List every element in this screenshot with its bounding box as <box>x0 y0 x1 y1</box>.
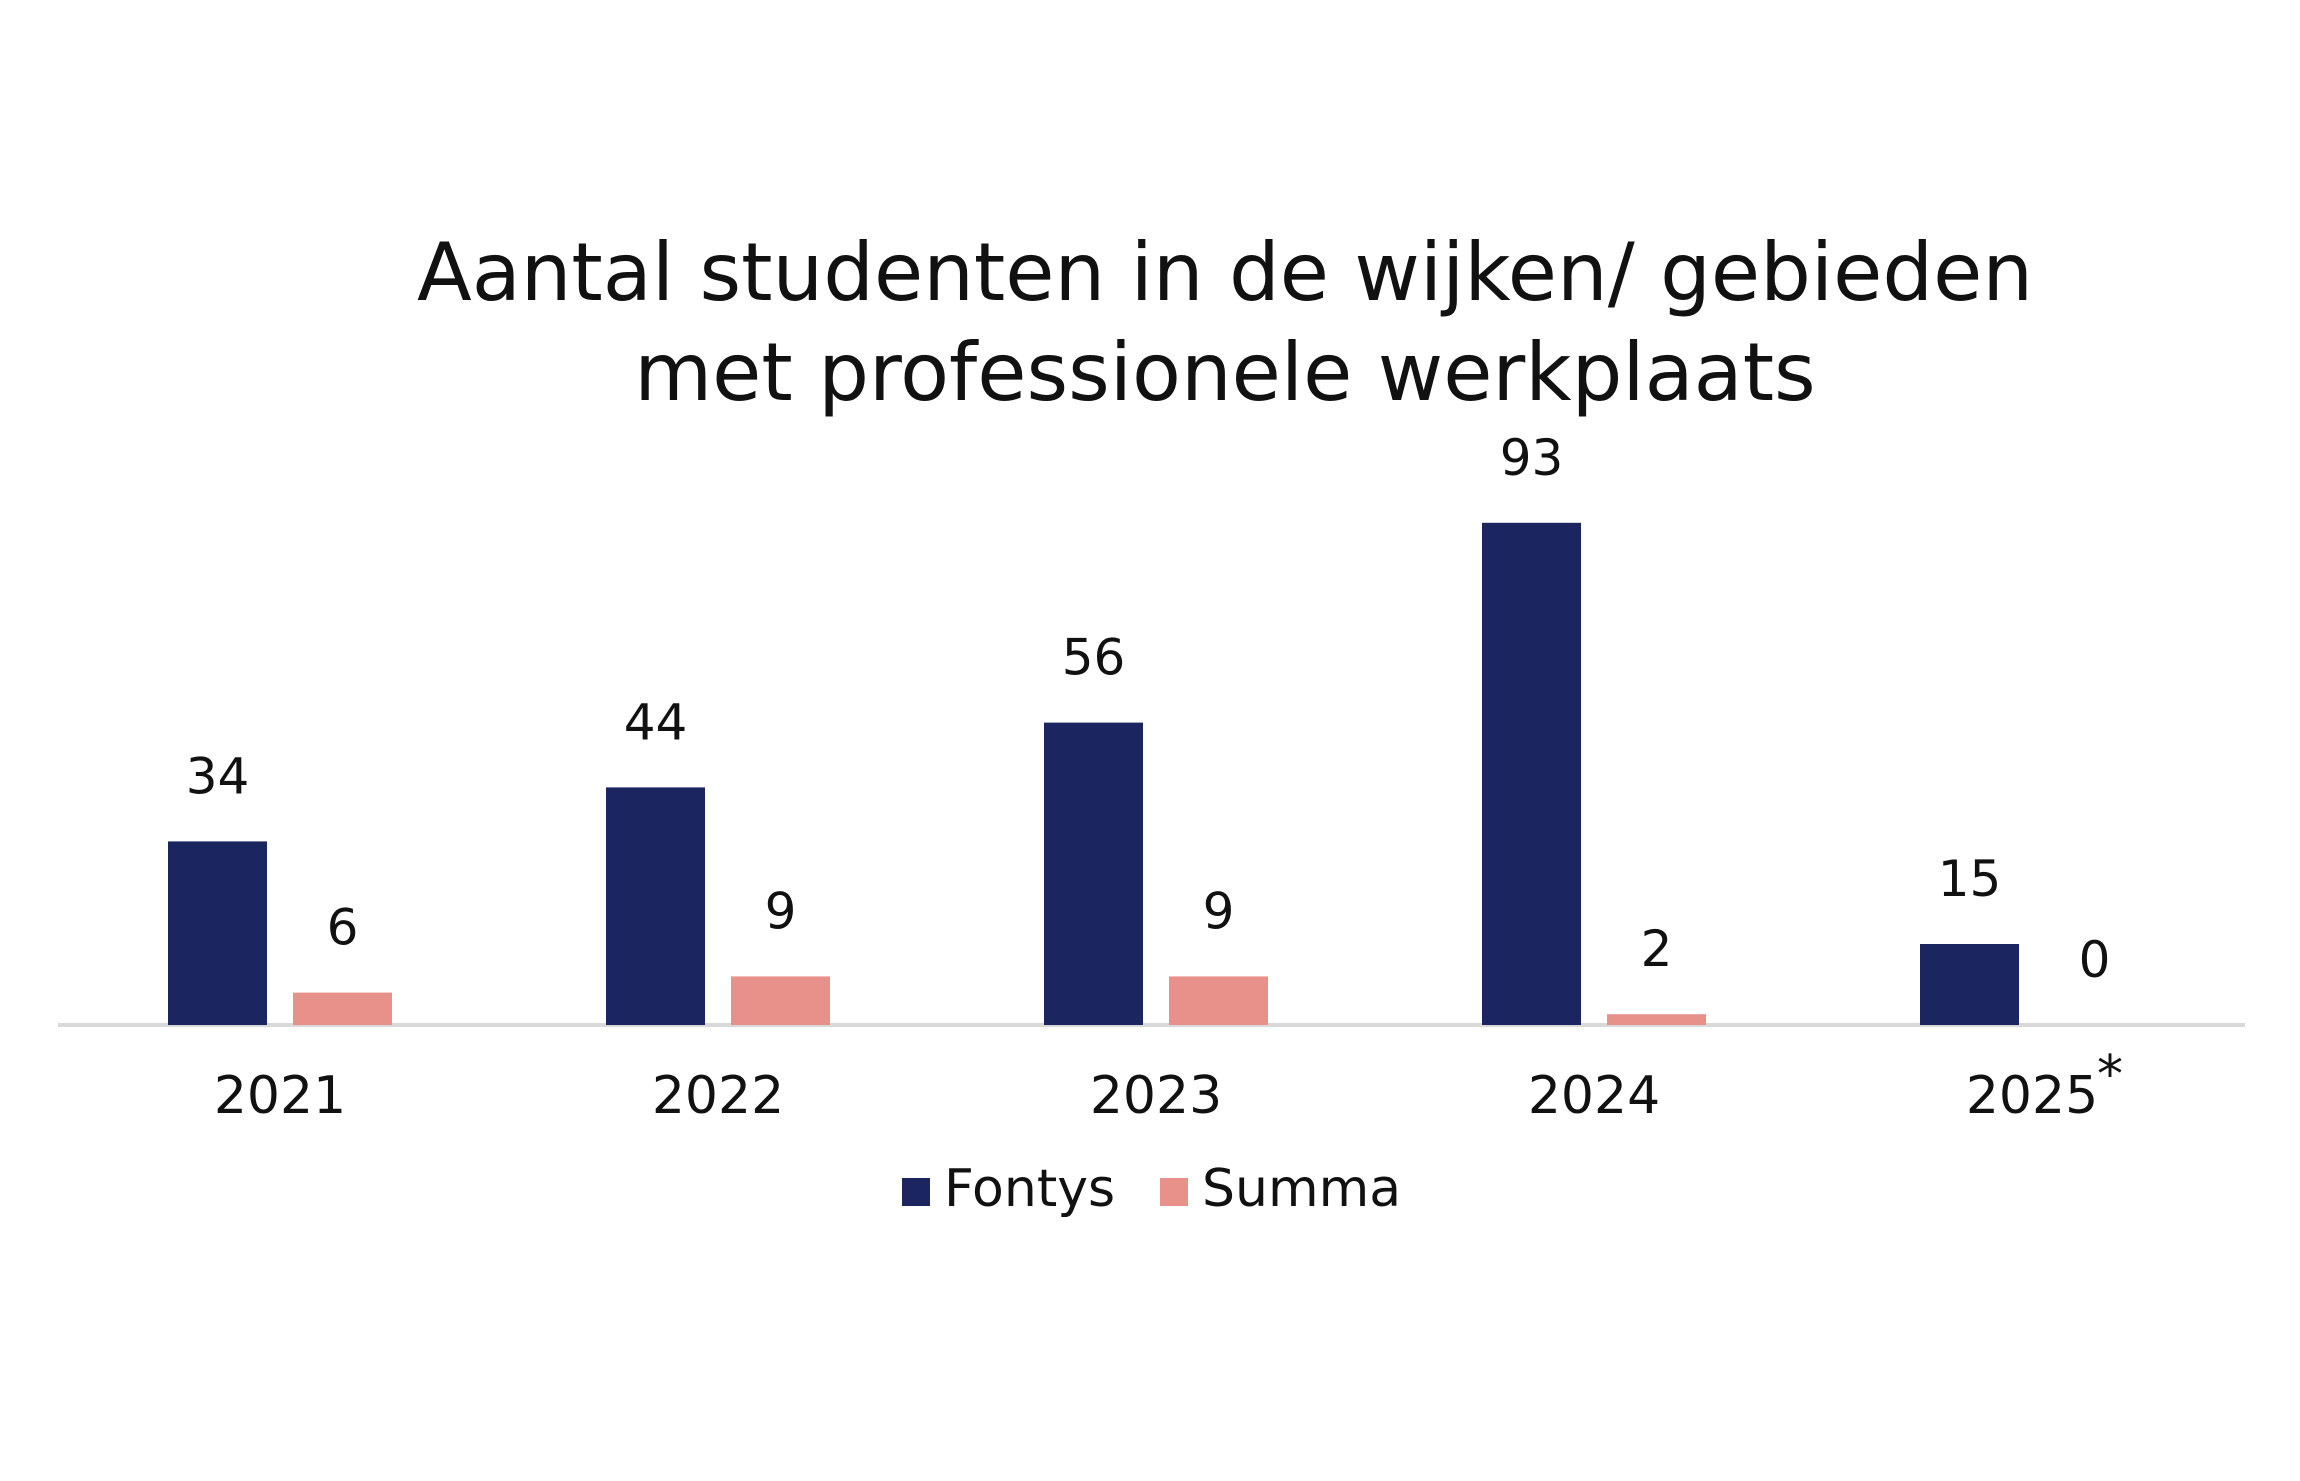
legend-swatch-fontys <box>902 1178 930 1206</box>
x-tick-note-2025: * <box>2097 1045 2123 1105</box>
data-label-fontys-2021: 34 <box>186 747 250 805</box>
bar-fontys-2021 <box>168 841 267 1025</box>
data-label-fontys-2024: 93 <box>1500 429 1564 487</box>
data-label-summa-2025: 0 <box>2079 931 2111 989</box>
data-label-summa-2024: 2 <box>1641 920 1673 978</box>
x-tick-label-2021: 2021 <box>214 1066 346 1126</box>
x-tick-label-2022: 2022 <box>652 1066 784 1126</box>
legend: Fontys Summa <box>902 1159 1401 1219</box>
x-tick-label-2023: 2023 <box>1090 1066 1222 1126</box>
legend-swatch-summa <box>1160 1178 1188 1206</box>
chart-title-line-2: met professionele werkplaats <box>634 326 1815 419</box>
data-label-fontys-2025: 15 <box>1938 850 2002 908</box>
bar-fontys-2025 <box>1920 944 2019 1025</box>
bar-summa-2021 <box>293 992 392 1025</box>
data-label-fontys-2023: 56 <box>1062 629 1126 687</box>
bar-fontys-2024 <box>1482 522 1581 1025</box>
data-label-summa-2023: 9 <box>1203 882 1235 940</box>
legend-label-summa: Summa <box>1202 1159 1401 1219</box>
data-label-fontys-2022: 44 <box>624 693 688 751</box>
data-label-summa-2022: 9 <box>765 882 797 940</box>
data-label-summa-2021: 6 <box>327 899 359 957</box>
x-tick-label-2024: 2024 <box>1528 1066 1660 1126</box>
bar-fontys-2023 <box>1044 722 1143 1025</box>
plot-area: 34 6 2021 44 9 2022 56 9 2023 93 2 2024 15 0 2025* <box>58 429 2245 1126</box>
legend-label-fontys: Fontys <box>944 1159 1115 1219</box>
bar-fontys-2022 <box>606 787 705 1025</box>
bar-summa-2024 <box>1607 1014 1706 1025</box>
x-tick-label-2025: 2025 <box>1966 1066 2098 1126</box>
bar-summa-2022 <box>731 976 830 1025</box>
chart-title-line-1: Aantal studenten in de wijken/ gebieden <box>417 226 2033 319</box>
bar-summa-2023 <box>1169 976 1268 1025</box>
